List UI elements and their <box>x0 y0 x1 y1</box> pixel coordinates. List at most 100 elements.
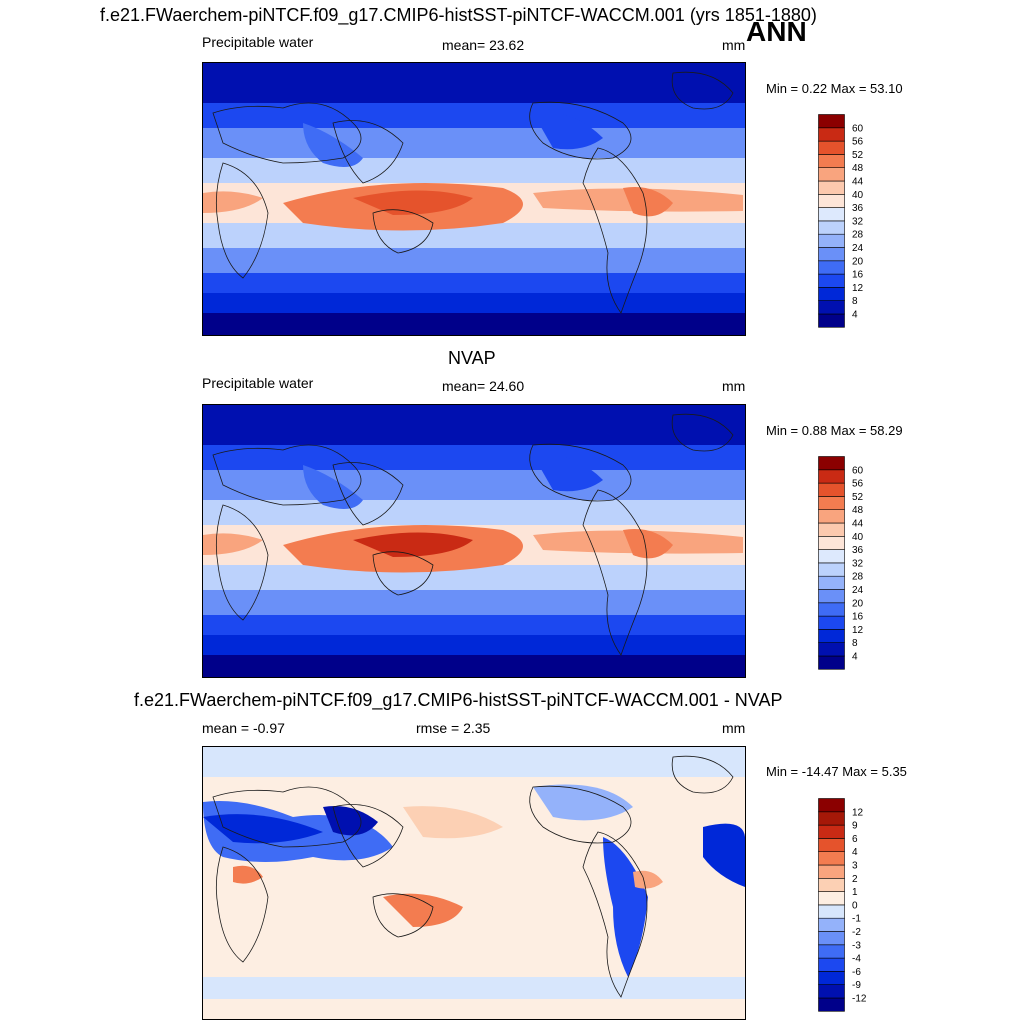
panel2-minmax: Min = 0.88 Max = 58.29 <box>766 423 903 438</box>
colorbar-tick-label: 8 <box>852 296 858 307</box>
colorbar-swatch <box>818 247 845 262</box>
colorbar-swatch <box>818 154 845 169</box>
colorbar-swatch <box>818 562 845 577</box>
panel3-minmax: Min = -14.47 Max = 5.35 <box>766 764 907 779</box>
panel2-title: NVAP <box>448 348 496 368</box>
colorbar-swatch <box>818 522 845 537</box>
colorbar-tick-label: 36 <box>852 203 864 214</box>
colorbar-tick-label: -3 <box>852 940 861 951</box>
colorbar-tick-label: -9 <box>852 980 861 991</box>
colorbar-swatch <box>818 811 845 826</box>
colorbar-tick-label: 8 <box>852 638 858 649</box>
colorbar-tick-label: 32 <box>852 216 864 227</box>
colorbar-swatch <box>818 287 845 301</box>
colorbar-tick-label: 52 <box>852 150 864 161</box>
colorbar-tick-label: 56 <box>852 479 864 490</box>
colorbar-tick-label: 24 <box>852 585 864 596</box>
colorbar-swatch <box>818 655 845 670</box>
colorbar-tick-label: 48 <box>852 163 864 174</box>
colorbar-swatch <box>818 260 845 275</box>
colorbar-tick-label: 3 <box>852 861 858 872</box>
colorbar-swatch <box>818 971 845 985</box>
colorbar-tick-label: 16 <box>852 270 864 281</box>
colorbar-swatch <box>818 207 845 222</box>
colorbar-tick-label: 32 <box>852 558 864 569</box>
colorbar-swatch <box>818 798 845 813</box>
colorbar-swatch <box>818 114 845 129</box>
colorbar-tick-label: 12 <box>852 625 864 636</box>
figure-title: f.e21.FWaerchem-piNTCF.f09_g17.CMIP6-his… <box>100 5 817 25</box>
colorbar-swatch <box>818 273 845 288</box>
colorbar-tick-label: 20 <box>852 598 864 609</box>
colorbar-swatch <box>818 549 845 564</box>
colorbar-tick-label: 2 <box>852 874 858 885</box>
colorbar-tick-label: 28 <box>852 230 864 241</box>
colorbar-tick-label: -6 <box>852 967 861 978</box>
colorbar-tick-label: 48 <box>852 505 864 516</box>
colorbar-tick-label: -12 <box>852 994 867 1005</box>
colorbar-tick-label: 40 <box>852 190 864 201</box>
panel3-rmse: rmse = 2.35 <box>416 720 491 736</box>
colorbar-swatch <box>818 194 845 208</box>
colorbar-swatch <box>818 469 845 484</box>
panel3-map <box>202 746 746 1020</box>
colorbar-swatch <box>818 313 845 328</box>
colorbar-swatch <box>818 589 845 604</box>
colorbar-swatch <box>818 509 845 524</box>
colorbar-tick-label: 40 <box>852 532 864 543</box>
colorbar-swatch <box>818 891 845 906</box>
panel3-title: f.e21.FWaerchem-piNTCF.f09_g17.CMIP6-his… <box>134 690 783 710</box>
colorbar-swatch <box>818 642 845 657</box>
colorbar-swatch <box>818 140 845 155</box>
colorbar-swatch <box>818 931 845 946</box>
colorbar-tick-label: 60 <box>852 123 864 134</box>
colorbar-tick-label: 4 <box>852 310 858 321</box>
colorbar-swatch <box>818 575 845 590</box>
colorbar-swatch <box>818 220 845 235</box>
colorbar-swatch <box>818 864 845 879</box>
colorbar-swatch <box>818 904 845 919</box>
colorbar-tick-label: 20 <box>852 256 864 267</box>
colorbar-tick-label: 4 <box>852 847 858 858</box>
colorbar-swatch <box>818 602 845 617</box>
panel3-units: mm <box>722 720 746 736</box>
colorbar-tick-label: 16 <box>852 612 864 623</box>
colorbar-swatch <box>818 944 845 959</box>
colorbar-tick-label: 4 <box>852 652 858 663</box>
colorbar-swatch <box>818 456 845 471</box>
colorbar-tick-label: -1 <box>852 914 861 925</box>
panel2-colorbar: 4 8 12 16 20 24 28 32 36 40 44 48 52 56 60 <box>818 456 888 678</box>
colorbar-tick-label: 28 <box>852 572 864 583</box>
colorbar-tick-label: 24 <box>852 243 864 254</box>
colorbar-tick-label: -4 <box>852 954 861 965</box>
panel3-mean: mean = -0.97 <box>202 720 285 736</box>
colorbar-swatch <box>818 629 845 643</box>
colorbar-tick-label: 12 <box>852 807 864 818</box>
colorbar-tick-label: 6 <box>852 834 858 845</box>
colorbar-tick-label: 12 <box>852 283 864 294</box>
colorbar-tick-label: 36 <box>852 545 864 556</box>
colorbar-swatch <box>818 957 845 972</box>
colorbar-swatch <box>818 167 845 182</box>
colorbar-swatch <box>818 824 845 839</box>
colorbar-tick-label: 44 <box>852 177 864 188</box>
colorbar-swatch <box>818 984 845 999</box>
colorbar-tick-label: 44 <box>852 519 864 530</box>
colorbar-tick-label: 56 <box>852 137 864 148</box>
colorbar-swatch <box>818 917 845 932</box>
panel2-units: mm <box>722 378 746 394</box>
colorbar-swatch <box>818 851 845 866</box>
panel1-units: mm <box>722 37 746 53</box>
panel3-colorbar: -12 -9 -6 -4 -3 -2 -1 0 1 2 3 4 6 9 12 <box>818 798 888 1020</box>
colorbar-tick-label: 1 <box>852 887 858 898</box>
panel1-map <box>202 62 746 336</box>
colorbar-swatch <box>818 496 845 511</box>
colorbar-swatch <box>818 300 845 315</box>
panel2-mean: mean= 24.60 <box>442 378 525 394</box>
colorbar-swatch <box>818 878 845 892</box>
colorbar-swatch <box>818 233 845 248</box>
colorbar-swatch <box>818 615 845 630</box>
colorbar-swatch <box>818 180 845 195</box>
colorbar-swatch <box>818 482 845 497</box>
colorbar-swatch <box>818 127 845 142</box>
